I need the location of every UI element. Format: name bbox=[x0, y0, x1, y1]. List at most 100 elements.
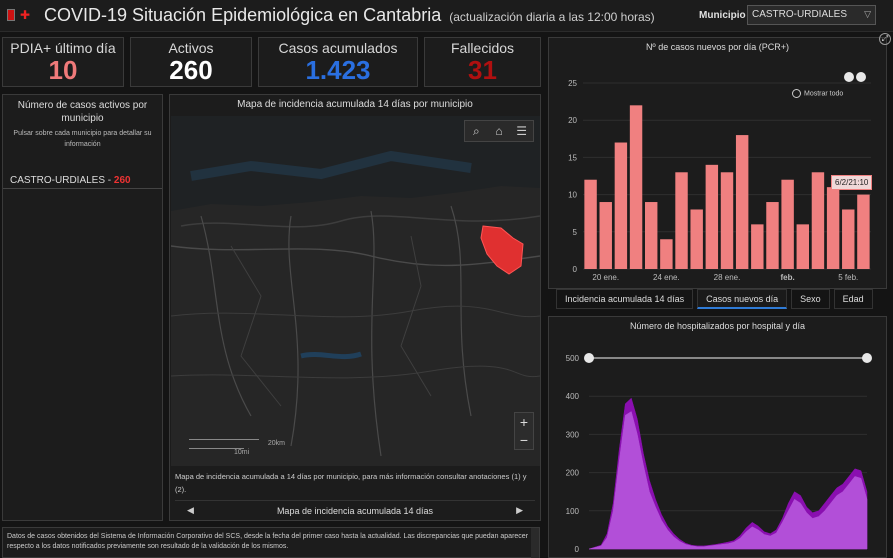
y-tick-label: 0 bbox=[575, 545, 580, 554]
top-bar: ✚ COVID-19 Situación Epidemiológica en C… bbox=[0, 0, 893, 32]
bar bbox=[842, 209, 855, 269]
tab-incidencia[interactable]: Incidencia acumulada 14 días bbox=[556, 289, 694, 309]
active-cases-list-panel: Número de casos activos por municipio Pu… bbox=[2, 94, 163, 521]
map-footer: ◀ Mapa de incidencia acumulada 14 días ▶ bbox=[175, 500, 535, 520]
y-tick-label: 5 bbox=[573, 228, 578, 237]
kpi-label: PDIA+ último día bbox=[10, 40, 116, 56]
tab-edad[interactable]: Edad bbox=[833, 289, 873, 309]
kpi-pdia: PDIA+ último día 10 bbox=[2, 37, 124, 87]
list-icon[interactable]: ☰ bbox=[516, 124, 528, 138]
kpi-casos-acumulados: Casos acumulados 1.423 bbox=[258, 37, 418, 87]
list-item-value: 260 bbox=[113, 175, 131, 186]
bar bbox=[644, 202, 658, 269]
show-all-button[interactable]: Mostrar todo bbox=[792, 89, 843, 98]
bar bbox=[766, 202, 779, 269]
area-series bbox=[588, 411, 868, 550]
range-handle bbox=[856, 72, 866, 82]
y-tick-label: 100 bbox=[566, 507, 580, 516]
kpi-label: Activos bbox=[168, 40, 214, 56]
hospitalized-chart[interactable]: 0 100 200 300 400 500 bbox=[549, 335, 886, 557]
show-all-label: Mostrar todo bbox=[804, 90, 844, 98]
bar bbox=[811, 172, 825, 269]
list-item[interactable]: CASTRO-URDIALES - 260 bbox=[3, 173, 162, 189]
x-tick-label: 20 ene. bbox=[592, 273, 619, 282]
scrollbar[interactable] bbox=[531, 528, 539, 558]
chart-tooltip: 6/2/21:10 bbox=[831, 175, 873, 190]
bar bbox=[735, 135, 749, 269]
list-hint: Pulsar sobre cada municipio para detalla… bbox=[13, 130, 152, 148]
y-tick-label: 15 bbox=[568, 153, 577, 162]
map-note: Mapa de incidencia acumulada a 14 días p… bbox=[175, 472, 527, 494]
chart-title: Nº de casos nuevos por día (PCR+) bbox=[645, 42, 790, 52]
search-icon[interactable]: ⌕ bbox=[472, 124, 480, 138]
y-tick-label: 400 bbox=[566, 392, 580, 401]
zoom-in-button[interactable]: + bbox=[519, 414, 529, 430]
map-scale: 20km 10mi bbox=[189, 434, 285, 456]
prev-arrow-icon[interactable]: ◀ bbox=[187, 505, 194, 515]
tab-casos-nuevos[interactable]: Casos nuevos día bbox=[697, 289, 788, 309]
map-footer-label: Mapa de incidencia acumulada 14 días bbox=[276, 506, 434, 516]
y-tick-label: 25 bbox=[568, 79, 577, 88]
cantabria-flag-icon bbox=[7, 9, 15, 21]
bar bbox=[599, 202, 612, 269]
bar bbox=[796, 224, 810, 269]
bar bbox=[614, 142, 628, 269]
kpi-label: Fallecidos bbox=[450, 40, 515, 56]
daily-cases-chart-panel: Nº de casos nuevos por día (PCR+) 0 5 10 15… bbox=[548, 37, 887, 289]
x-tick-label: 28 ene. bbox=[714, 273, 741, 282]
kpi-label: Casos acumulados bbox=[278, 40, 398, 56]
zoom-out-button[interactable]: − bbox=[519, 432, 529, 448]
range-handle bbox=[844, 72, 854, 82]
bar bbox=[705, 164, 719, 269]
bar bbox=[751, 224, 764, 269]
kpi-fallecidos: Fallecidos 31 bbox=[424, 37, 541, 87]
bar bbox=[826, 187, 840, 269]
next-arrow-icon[interactable]: ▶ bbox=[516, 505, 523, 515]
kpi-value: 10 bbox=[48, 55, 78, 85]
kpi-value: 260 bbox=[169, 55, 213, 85]
x-tick-label: 5 feb. bbox=[838, 273, 858, 282]
chevron-down-icon: ▽ bbox=[864, 9, 871, 19]
bar bbox=[690, 209, 703, 269]
zoom-control: + − bbox=[514, 412, 534, 450]
home-icon[interactable]: ⌂ bbox=[495, 124, 503, 138]
y-tick-label: 0 bbox=[573, 265, 578, 274]
kpi-value: 1.423 bbox=[305, 55, 371, 85]
kpi-activos: Activos 260 bbox=[130, 37, 252, 87]
list-item-name: CASTRO-URDIALES - bbox=[10, 175, 114, 186]
municipio-label: Municipio bbox=[699, 10, 746, 21]
y-tick-label: 10 bbox=[568, 191, 577, 200]
bar bbox=[675, 172, 688, 269]
map-svg bbox=[171, 116, 540, 466]
tab-sexo[interactable]: Sexo bbox=[791, 289, 830, 309]
chart-title: Número de hospitalizados por hospital y … bbox=[629, 321, 806, 331]
map-canvas[interactable]: ⌕ ⌂ ☰ + − 20km 10mi bbox=[171, 116, 540, 466]
bar bbox=[720, 172, 734, 269]
expand-icon[interactable]: ⤢ bbox=[879, 33, 891, 45]
range-handle bbox=[584, 353, 594, 363]
page-title: COVID-19 Situación Epidemiológica en Can… bbox=[44, 5, 655, 26]
kpi-value: 31 bbox=[468, 55, 497, 85]
daily-cases-chart[interactable]: 0 5 10 15 20 25 20 ene. 24 ene. 28 ene. feb. 5 feb… bbox=[549, 58, 886, 288]
x-tick-label: feb. bbox=[781, 273, 795, 282]
scale-mi: 10mi bbox=[234, 449, 250, 456]
zoom-out-icon bbox=[792, 89, 801, 98]
scale-km: 20km bbox=[267, 440, 285, 447]
range-handle bbox=[862, 353, 872, 363]
map-toolbar: ⌕ ⌂ ☰ bbox=[464, 120, 534, 142]
y-tick-label: 200 bbox=[566, 469, 580, 478]
bar bbox=[629, 105, 643, 269]
bar bbox=[584, 179, 597, 269]
chart-tabs: Incidencia acumulada 14 días Casos nuevo… bbox=[556, 289, 873, 309]
health-cross-icon: ✚ bbox=[20, 8, 31, 22]
bar bbox=[660, 239, 673, 269]
municipio-select[interactable]: CASTRO-URDIALES ▽ bbox=[747, 5, 876, 25]
municipio-value: CASTRO-URDIALES bbox=[752, 9, 848, 20]
y-tick-label: 300 bbox=[566, 430, 580, 439]
x-tick-label: 24 ene. bbox=[653, 273, 680, 282]
map-title: Mapa de incidencia acumulada 14 días por… bbox=[237, 99, 473, 110]
title-subtitle: (actualización diaria a las 12:00 horas) bbox=[449, 10, 655, 24]
hospitalized-chart-panel: Número de hospitalizados por hospital y … bbox=[548, 316, 887, 558]
list-title: Número de casos activos por municipio bbox=[17, 100, 148, 124]
title-text: COVID-19 Situación Epidemiológica en Can… bbox=[44, 5, 442, 25]
